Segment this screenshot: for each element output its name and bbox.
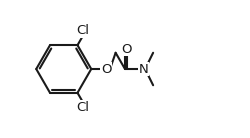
Text: Cl: Cl	[76, 101, 89, 114]
Text: N: N	[139, 63, 148, 75]
Text: Cl: Cl	[76, 24, 89, 37]
Text: O: O	[121, 43, 132, 55]
Text: O: O	[101, 63, 112, 75]
